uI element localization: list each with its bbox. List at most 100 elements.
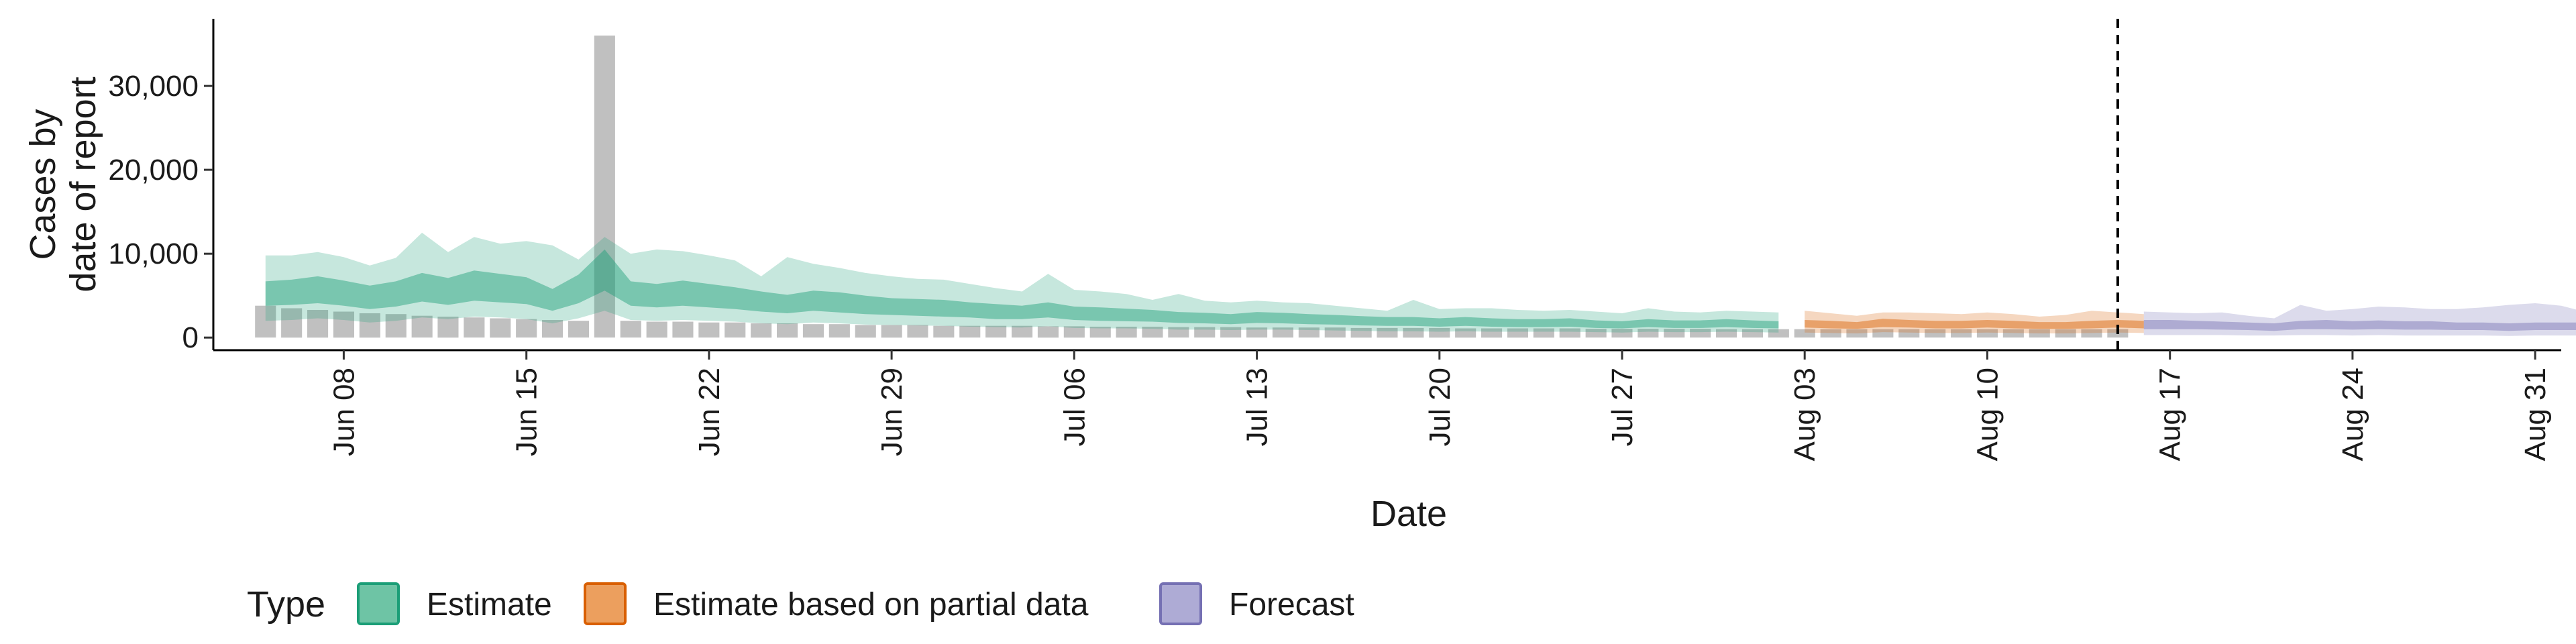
observed-bar [2002,329,2024,338]
observed-bar [359,313,380,338]
observed-bar [1976,329,1998,338]
x-tick-label: Aug 17 [2154,368,2187,461]
observed-bar [281,308,303,338]
observed-bar [1794,329,1815,338]
observed-bar [1585,329,1607,338]
legend: Type Estimate Estimate based on partial d… [247,582,1354,625]
observed-bar [672,321,694,338]
ribbon-outer [1805,311,2144,333]
observed-bar [1194,327,1216,338]
observed-bar [777,323,798,338]
observed-bar [751,323,772,338]
observed-bar [1846,329,1868,338]
y-axis-title-line-1: Cases by [23,109,63,260]
observed-bar [1559,328,1580,338]
x-tick-label: Jun 29 [875,368,908,456]
observed-bar [1116,327,1137,338]
observed-bar [933,325,955,338]
observed-bar [385,314,407,338]
legend-label: Estimate based on partial data [653,587,1089,623]
observed-bar [1142,327,1163,338]
observed-bar [1664,329,1685,338]
x-axis-title: Date [1371,494,1447,534]
x-tick-label: Aug 03 [1788,368,1821,461]
ribbon-inner [2143,320,2576,331]
ribbon-inner [1805,319,2144,329]
observed-bar [1951,329,1972,338]
observed-bar [1481,328,1503,338]
observed-bar [490,318,511,338]
x-tick-label: Aug 24 [2337,368,2369,461]
observed-bar [411,315,433,338]
observed-bar [1403,327,1424,338]
legend-title: Type [247,584,325,625]
observed-bar [1820,329,1841,338]
x-tick-label: Jul 06 [1058,368,1091,446]
observed-bar [802,324,824,338]
observed-bar [724,322,746,338]
observed-bar [1716,329,1737,338]
observed-bar [1872,329,1894,338]
observed-bar [1455,328,1477,338]
ribbon-inner [265,249,1779,329]
y-tick-label: 10,000 [108,237,199,270]
x-tick-label: Jul 13 [1241,368,1274,446]
observed-bar [516,319,537,338]
observed-bar [620,321,641,338]
observed-bar [1350,327,1372,338]
x-tick-label: Jul 27 [1606,368,1639,446]
observed-bar [1898,329,1920,338]
observed-bar [1272,327,1293,338]
observed-bar [1507,328,1528,338]
x-tick-label: Jun 22 [693,368,726,456]
x-axis: Jun 08 Jun 15 Jun 22 Jun 29 Jul 06 Jul 13 Jul … [213,349,2561,461]
x-tick-label: Aug 31 [2519,368,2552,461]
observed-bar [307,310,329,338]
observed-bar [855,325,876,338]
observed-bar [2081,329,2102,338]
observed-bar [542,320,564,338]
y-axis: 0 10,000 20,000 30,000 [108,19,215,354]
observed-bar [1037,326,1059,338]
observed-bar [1220,327,1242,338]
observed-bar [2029,329,2050,338]
observed-bar [2055,329,2076,338]
observed-bar [1324,327,1346,338]
observed-bar [1925,329,1946,338]
observed-bar [568,321,589,338]
legend-label: Estimate [427,587,552,623]
observed-bar [464,317,485,338]
observed-bar [1741,329,1763,338]
legend-key [357,582,400,625]
y-tick-label: 30,000 [108,70,199,103]
observed-bar [255,305,276,338]
observed-bar [594,36,615,338]
observed-bar [333,311,354,338]
observed-bar [1246,327,1268,338]
observed-bar [1063,326,1085,338]
observed-bar [1611,329,1633,338]
observed-bar [907,325,928,338]
observed-bar [698,322,720,338]
x-tick-label: Jun 15 [511,368,543,456]
observed-bar [1429,327,1450,338]
ribbon-outer [265,232,1779,333]
x-tick-label: Aug 10 [1971,368,2004,461]
observed-bar [1638,329,1659,338]
observed-bar [1298,327,1320,338]
observed-bar [881,325,902,338]
x-tick-label: Jul 20 [1424,368,1456,446]
observed-bar [1690,329,1711,338]
y-axis-title-line-2: date of report [63,76,103,292]
legend-label: Forecast [1229,587,1354,623]
observed-bar [959,325,981,338]
x-tick-label: Jun 08 [327,368,360,456]
observed-bar [1768,329,1789,338]
y-tick-label: 0 [182,321,199,354]
observed-bar [985,325,1007,338]
observed-bar [828,324,850,338]
y-tick-label: 20,000 [108,154,199,186]
legend-key [584,582,627,625]
ribbon-outer [2143,303,2576,336]
